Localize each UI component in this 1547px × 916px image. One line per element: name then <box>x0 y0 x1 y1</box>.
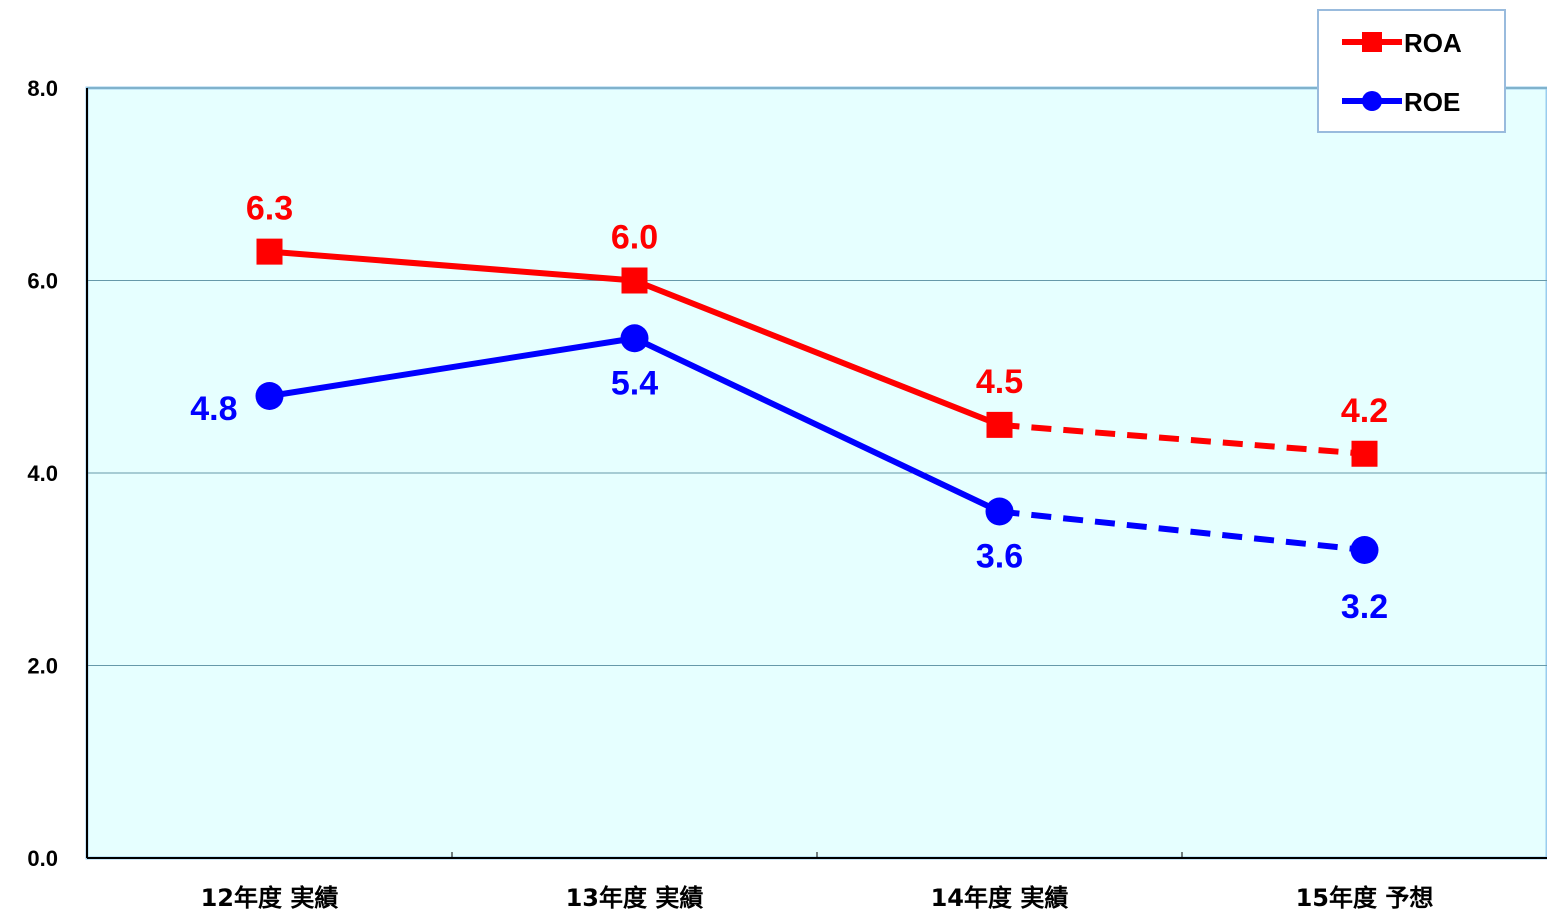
marker-roa <box>986 411 1013 438</box>
x-tick-label: 15年度 予想 <box>1296 884 1434 912</box>
y-tick-label: 6.0 <box>27 269 58 294</box>
series-markers <box>255 238 1379 564</box>
marker-roa <box>621 267 648 294</box>
series-line-roa <box>269 248 635 284</box>
x-tick-label: 13年度 実績 <box>566 884 704 912</box>
data-label-roe: 3.2 <box>1341 588 1388 626</box>
legend-marker-roa <box>1362 32 1382 52</box>
x-tick-label: 12年度 実績 <box>201 884 339 912</box>
data-label-roa: 4.5 <box>976 363 1023 401</box>
marker-roe <box>1350 536 1379 564</box>
y-tick-label: 4.0 <box>27 461 58 486</box>
marker-roa <box>1351 440 1378 467</box>
legend-box <box>1317 9 1506 133</box>
marker-roe <box>255 382 284 410</box>
series-line-roe-forecast <box>999 508 1365 553</box>
marker-roa <box>256 238 283 265</box>
marker-roe <box>620 324 649 353</box>
grid-lines <box>87 87 1547 666</box>
series-line-roe <box>269 335 635 399</box>
series-lines <box>269 248 1365 553</box>
legend-marker-roe <box>1362 91 1382 111</box>
data-label-roe: 3.6 <box>976 538 1023 576</box>
data-label-roa: 6.3 <box>246 190 293 228</box>
data-label-roe: 5.4 <box>611 364 658 402</box>
legend-label-roe: ROE <box>1404 87 1460 117</box>
legend-label-roa: ROA <box>1404 28 1462 58</box>
x-tick-label: 14年度 実績 <box>931 884 1069 912</box>
series-line-roa <box>633 277 1001 428</box>
data-label-roe: 4.8 <box>190 390 237 428</box>
data-label-roa: 4.2 <box>1341 392 1388 430</box>
y-axis-ticks: 0.0 2.0 4.0 6.0 8.0 <box>27 76 58 871</box>
data-label-roa: 6.0 <box>611 219 658 257</box>
y-tick-label: 8.0 <box>27 76 58 101</box>
marker-roe <box>985 497 1014 526</box>
series-line-roe <box>633 335 1001 515</box>
data-labels: 6.3 6.0 4.5 4.2 4.8 5.4 3.6 3.2 <box>190 190 1388 626</box>
series-line-roa-forecast <box>999 421 1365 457</box>
y-tick-label: 0.0 <box>27 846 58 871</box>
x-axis-ticks: 12年度 実績 13年度 実績 14年度 実績 15年度 予想 <box>201 852 1434 912</box>
legend: ROA ROE <box>1317 9 1506 133</box>
y-tick-label: 2.0 <box>27 654 58 679</box>
